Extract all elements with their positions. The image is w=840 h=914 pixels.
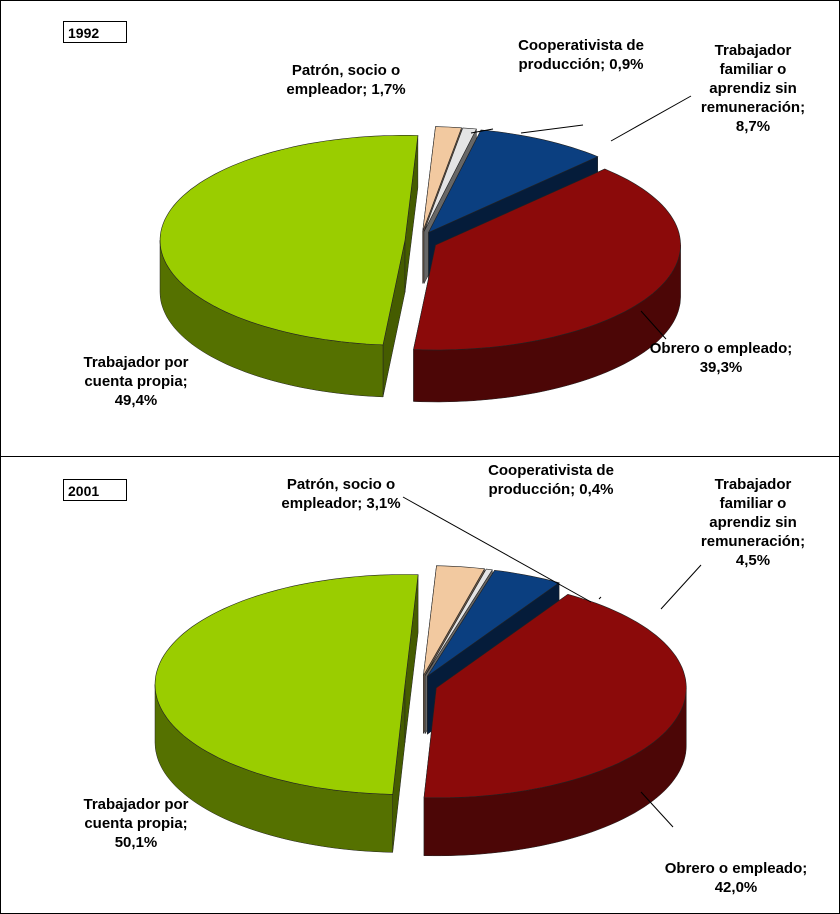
data-label: Trabajador familiar o aprendiz sin remun… xyxy=(700,476,806,569)
chart-panel: 2001 Patrón, socio o empleador; 3,1% Coop… xyxy=(0,457,840,914)
leader-line xyxy=(640,310,667,340)
data-label: Obrero o empleado; 39,3% xyxy=(649,340,793,376)
slice xyxy=(422,126,462,232)
data-label: Patrón, socio o empleador; 1,7% xyxy=(286,62,406,98)
data-label: Trabajador familiar o aprendiz sin remun… xyxy=(700,42,806,135)
data-label: Trabajador por cuenta propia; 49,4% xyxy=(83,354,189,409)
slice xyxy=(424,568,493,676)
slice xyxy=(423,593,687,799)
leader-line xyxy=(520,124,584,134)
slice xyxy=(423,565,485,676)
chart-title: 2001 xyxy=(63,479,127,501)
data-label: Cooperativista de producción; 0,4% xyxy=(488,462,614,498)
chart xyxy=(159,95,692,403)
slice xyxy=(423,127,477,232)
data-label: Patrón, socio o empleador; 3,1% xyxy=(281,476,401,512)
chart-title: 1992 xyxy=(63,21,127,43)
slice xyxy=(413,168,681,351)
chart xyxy=(154,496,702,857)
data-label: Cooperativista de producción; 0,9% xyxy=(518,37,644,73)
slice xyxy=(154,574,419,795)
leader-line xyxy=(598,596,602,600)
leader-line xyxy=(402,496,592,603)
leader-line xyxy=(470,128,494,134)
slice xyxy=(159,135,419,346)
data-label: Trabajador por cuenta propia; 50,1% xyxy=(83,796,189,851)
slice xyxy=(427,129,599,234)
leader-line xyxy=(610,95,692,142)
data-label: Obrero o empleado; 42,0% xyxy=(664,860,808,896)
chart-panel: 1992 Patrón, socio o empleador; 1,7% Coop… xyxy=(0,0,840,457)
leader-line xyxy=(660,564,702,610)
leader-line xyxy=(640,791,674,828)
